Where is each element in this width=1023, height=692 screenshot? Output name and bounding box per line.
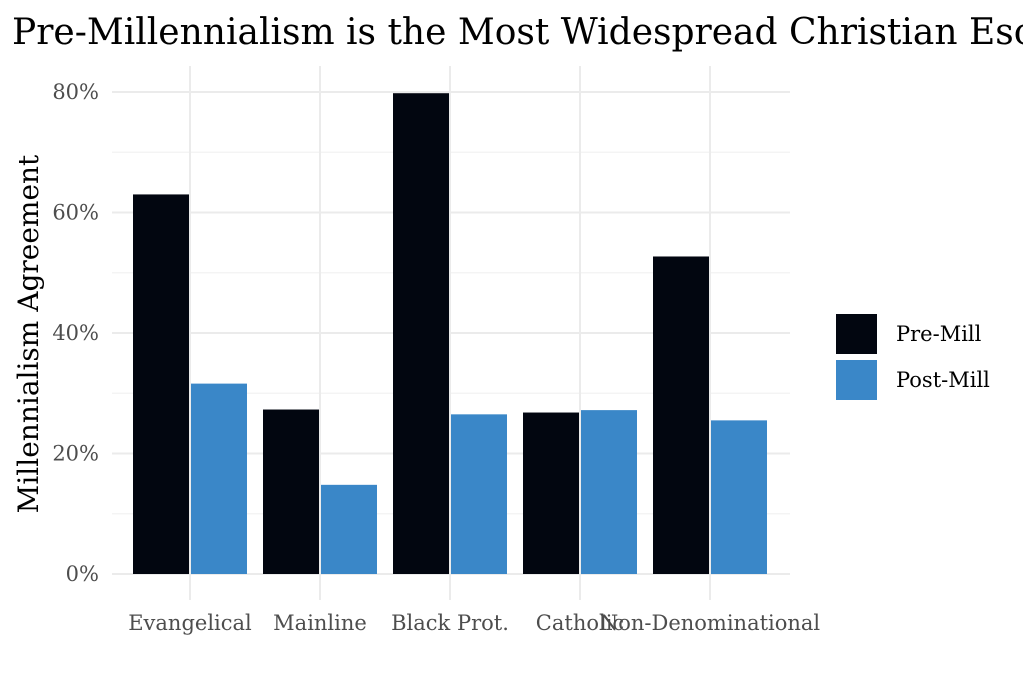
x-tick-label: Evangelical bbox=[128, 611, 252, 635]
bar-pre-mill-mainline bbox=[263, 409, 319, 574]
bar-pre-mill-catholic bbox=[523, 412, 579, 574]
bars bbox=[133, 93, 767, 575]
bar-post-mill-mainline bbox=[321, 484, 377, 574]
y-tick-label: 0% bbox=[66, 562, 99, 586]
y-tick-label: 60% bbox=[52, 201, 99, 225]
y-tick-label: 20% bbox=[52, 442, 99, 466]
y-axis: 0% 20% 40% 60% 80% bbox=[52, 80, 99, 586]
x-axis: Evangelical Mainline Black Prot. CatholicNo… bbox=[128, 611, 820, 635]
chart-title: Pre-Millennialism is the Most Widespread… bbox=[12, 12, 1023, 53]
y-tick-label: 80% bbox=[52, 80, 99, 104]
bar-pre-mill-evangelical bbox=[133, 194, 189, 575]
x-tick-label: Non-Denominational bbox=[600, 611, 821, 635]
x-tick-label: Mainline bbox=[273, 611, 367, 635]
x-tick-label: Black Prot. bbox=[391, 611, 509, 635]
y-tick-label: 40% bbox=[52, 321, 99, 345]
bar-post-mill-evangelical bbox=[191, 383, 247, 574]
legend-label: Post-Mill bbox=[896, 368, 990, 392]
y-axis-label: Millennialism Agreement bbox=[12, 154, 45, 513]
bar-post-mill-non-denominational bbox=[711, 420, 767, 574]
legend-swatch bbox=[836, 314, 877, 354]
legend: Pre-Mill Post-Mill bbox=[836, 314, 990, 400]
x-tick-label: Catholic bbox=[536, 611, 624, 635]
bar-pre-mill-non-denominational bbox=[653, 256, 709, 574]
legend-swatch bbox=[836, 360, 877, 400]
bar-pre-mill-black-prot- bbox=[393, 93, 449, 574]
bar-post-mill-catholic bbox=[581, 410, 637, 574]
legend-label: Pre-Mill bbox=[896, 322, 982, 346]
bar-post-mill-black-prot- bbox=[451, 414, 507, 574]
